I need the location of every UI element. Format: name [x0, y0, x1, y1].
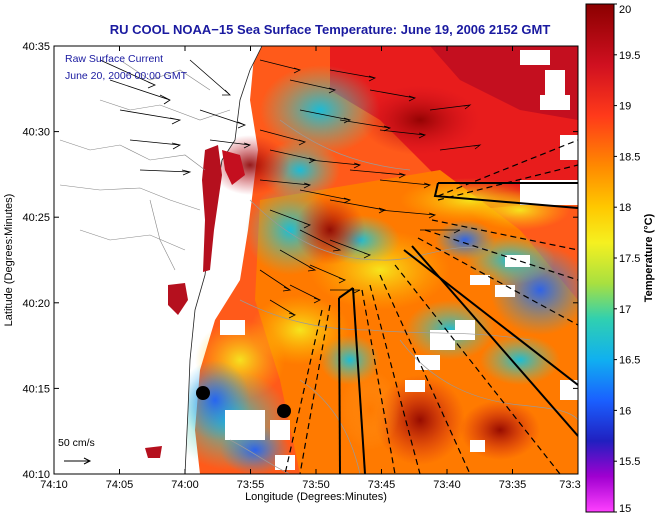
x-tick-label: 73:40	[433, 479, 461, 491]
overlay-label-1: Raw Surface Current	[65, 53, 163, 65]
colorbar-tick-label: 19	[619, 101, 631, 113]
y-tick-label: 40:10	[22, 469, 50, 481]
x-tick-label: 74:10	[40, 479, 68, 491]
y-axis: 40:35 40:30 40:25 40:20 40:15 40:10	[22, 41, 578, 481]
colorbar-tick-label: 18.5	[619, 151, 640, 163]
y-tick-label: 40:25	[22, 212, 50, 224]
colorbar-tick-label: 17	[619, 304, 631, 316]
colorbar-tick-label: 20	[619, 4, 631, 16]
colorbar-tick-label: 18	[619, 202, 631, 214]
sst-field: Raw Surface Current June 20, 2006 00:00 …	[54, 46, 578, 474]
y-tick-label: 40:20	[22, 298, 50, 310]
x-axis: 74:10 74:05 74:00 73:55 73:50 73:45 73:40 73:35…	[40, 46, 581, 491]
x-tick-label: 73:35	[499, 479, 527, 491]
vector-scale-label: 50 cm/s	[58, 437, 95, 449]
y-tick-label: 40:30	[22, 127, 50, 139]
colorbar-ticks: 20 19.5 19 18.5 18 17.5 17 16.5 16 15.5 15	[614, 3, 640, 515]
x-tick-label: 73:55	[237, 479, 265, 491]
x-tick-label: 74:05	[106, 479, 134, 491]
x-tick-label: 73:3	[559, 479, 580, 491]
colorbar-tick-label: 15.5	[619, 456, 640, 468]
vector-scale-arrow	[64, 457, 92, 465]
y-tick-label: 40:35	[22, 41, 50, 53]
colorbar-tick-label: 19.5	[619, 50, 640, 62]
colorbar-tick-label: 16.5	[619, 355, 640, 367]
colorbar-tick-label: 15	[619, 503, 631, 515]
x-tick-label: 74:00	[171, 479, 199, 491]
chart-title: RU COOL NOAA−15 Sea Surface Temperature:…	[110, 22, 551, 37]
y-axis-label: Latitude (Degrees:Minutes)	[3, 194, 15, 327]
overlay-label-2: June 20, 2006 00:00 GMT	[65, 70, 188, 82]
x-tick-label: 73:45	[368, 479, 396, 491]
colorbar-tick-label: 16	[619, 405, 631, 417]
colorbar	[585, 3, 615, 513]
colorbar-label: Temperature (°C)	[643, 213, 655, 302]
colorbar-tick-label: 17.5	[619, 253, 640, 265]
y-tick-label: 40:15	[22, 383, 50, 395]
x-axis-label: Longitude (Degrees:Minutes)	[245, 491, 387, 503]
x-tick-label: 73:50	[302, 479, 330, 491]
current-vectors	[99, 59, 482, 319]
